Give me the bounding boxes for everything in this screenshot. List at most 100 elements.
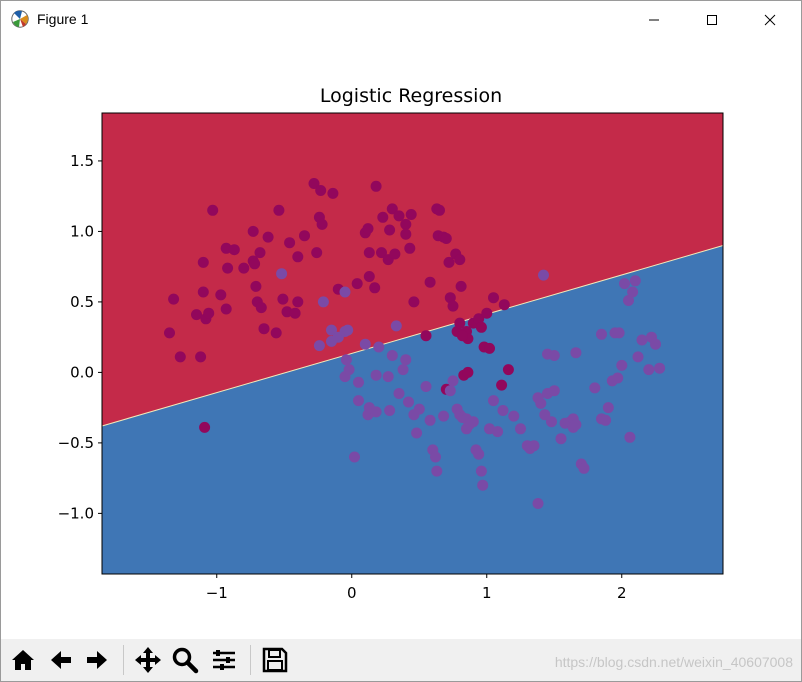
zoom-icon bbox=[172, 647, 199, 674]
home-button[interactable] bbox=[7, 644, 39, 676]
data-point bbox=[440, 233, 452, 244]
data-point bbox=[462, 366, 474, 378]
data-point bbox=[397, 364, 409, 376]
data-point bbox=[502, 364, 514, 376]
data-point bbox=[349, 451, 360, 463]
data-point bbox=[444, 385, 456, 397]
y-tick-label: 0.0 bbox=[70, 363, 94, 381]
class-region-upper bbox=[102, 113, 723, 426]
data-point bbox=[420, 330, 432, 342]
data-point bbox=[424, 276, 436, 288]
data-point bbox=[408, 296, 420, 308]
data-point bbox=[643, 364, 655, 376]
forward-icon bbox=[87, 651, 107, 669]
maximize-button[interactable] bbox=[689, 1, 735, 39]
x-tick-label: 2 bbox=[617, 584, 627, 602]
data-point bbox=[343, 364, 355, 376]
data-point bbox=[174, 351, 186, 363]
data-point bbox=[515, 423, 526, 435]
data-point bbox=[434, 204, 445, 216]
data-point bbox=[390, 320, 402, 332]
data-point bbox=[456, 330, 468, 342]
data-point bbox=[496, 379, 508, 391]
data-point bbox=[353, 376, 364, 388]
data-point bbox=[443, 256, 455, 268]
data-point bbox=[254, 247, 266, 259]
data-point bbox=[548, 385, 560, 397]
data-point bbox=[313, 340, 325, 352]
data-point bbox=[203, 307, 215, 319]
data-point bbox=[629, 275, 641, 287]
minimize-icon bbox=[649, 19, 659, 21]
data-point bbox=[404, 242, 416, 254]
data-point bbox=[168, 293, 180, 305]
data-point bbox=[299, 230, 310, 242]
data-point bbox=[363, 271, 375, 282]
data-point bbox=[363, 247, 375, 259]
data-point bbox=[624, 431, 636, 443]
toolbar-separator bbox=[123, 645, 124, 675]
data-point bbox=[616, 359, 628, 371]
data-point bbox=[477, 479, 489, 491]
save-icon bbox=[262, 647, 288, 673]
data-point bbox=[311, 247, 323, 259]
data-point bbox=[447, 300, 459, 312]
data-point bbox=[373, 341, 385, 353]
data-point bbox=[292, 296, 304, 308]
configure-subplots-button[interactable] bbox=[208, 644, 240, 676]
data-point bbox=[403, 396, 414, 408]
toolbar-separator bbox=[250, 645, 251, 675]
data-point bbox=[475, 321, 487, 333]
data-point bbox=[405, 209, 417, 220]
data-point bbox=[327, 187, 339, 199]
pan-button[interactable] bbox=[132, 644, 164, 676]
data-point bbox=[197, 286, 209, 298]
matplotlib-app-icon bbox=[11, 10, 29, 28]
data-point bbox=[284, 237, 296, 249]
data-point bbox=[384, 405, 396, 416]
data-point bbox=[508, 410, 520, 422]
data-point bbox=[308, 178, 320, 189]
data-point bbox=[570, 347, 582, 359]
data-point bbox=[369, 282, 381, 294]
data-point bbox=[340, 354, 352, 366]
data-point bbox=[382, 371, 394, 383]
data-point bbox=[215, 289, 227, 301]
data-point bbox=[222, 262, 234, 274]
data-point bbox=[578, 462, 590, 474]
data-point bbox=[535, 397, 547, 409]
data-point bbox=[292, 251, 304, 263]
close-button[interactable] bbox=[747, 1, 793, 39]
data-point bbox=[438, 410, 450, 422]
data-point bbox=[370, 180, 382, 192]
data-point bbox=[454, 317, 466, 329]
data-point bbox=[546, 416, 557, 428]
data-point bbox=[377, 211, 389, 223]
data-point bbox=[488, 395, 499, 407]
forward-button[interactable] bbox=[81, 644, 113, 676]
data-point bbox=[250, 280, 262, 292]
data-point bbox=[602, 402, 614, 414]
data-point bbox=[370, 406, 382, 418]
data-point bbox=[548, 350, 560, 361]
zoom-button[interactable] bbox=[169, 644, 201, 676]
title-bar[interactable]: Figure 1 bbox=[1, 1, 801, 39]
back-icon bbox=[51, 651, 71, 669]
data-point bbox=[289, 307, 301, 319]
data-point bbox=[492, 426, 504, 438]
data-point bbox=[228, 244, 240, 256]
save-button[interactable] bbox=[259, 644, 291, 676]
figure-canvas[interactable]: Logistic Regression −1 0 1 2 −1.0 −0.5 0.0 0.5 1… bbox=[1, 39, 801, 639]
data-point bbox=[386, 350, 398, 361]
close-icon bbox=[764, 14, 776, 26]
y-tick-label: −1.0 bbox=[58, 504, 94, 522]
data-point bbox=[247, 225, 259, 237]
data-point bbox=[632, 351, 644, 363]
minimize-button[interactable] bbox=[631, 1, 677, 39]
data-point bbox=[351, 278, 363, 290]
data-point bbox=[400, 354, 412, 366]
back-button[interactable] bbox=[45, 644, 77, 676]
data-point bbox=[488, 292, 499, 304]
data-point bbox=[497, 405, 509, 416]
data-point bbox=[532, 498, 544, 509]
